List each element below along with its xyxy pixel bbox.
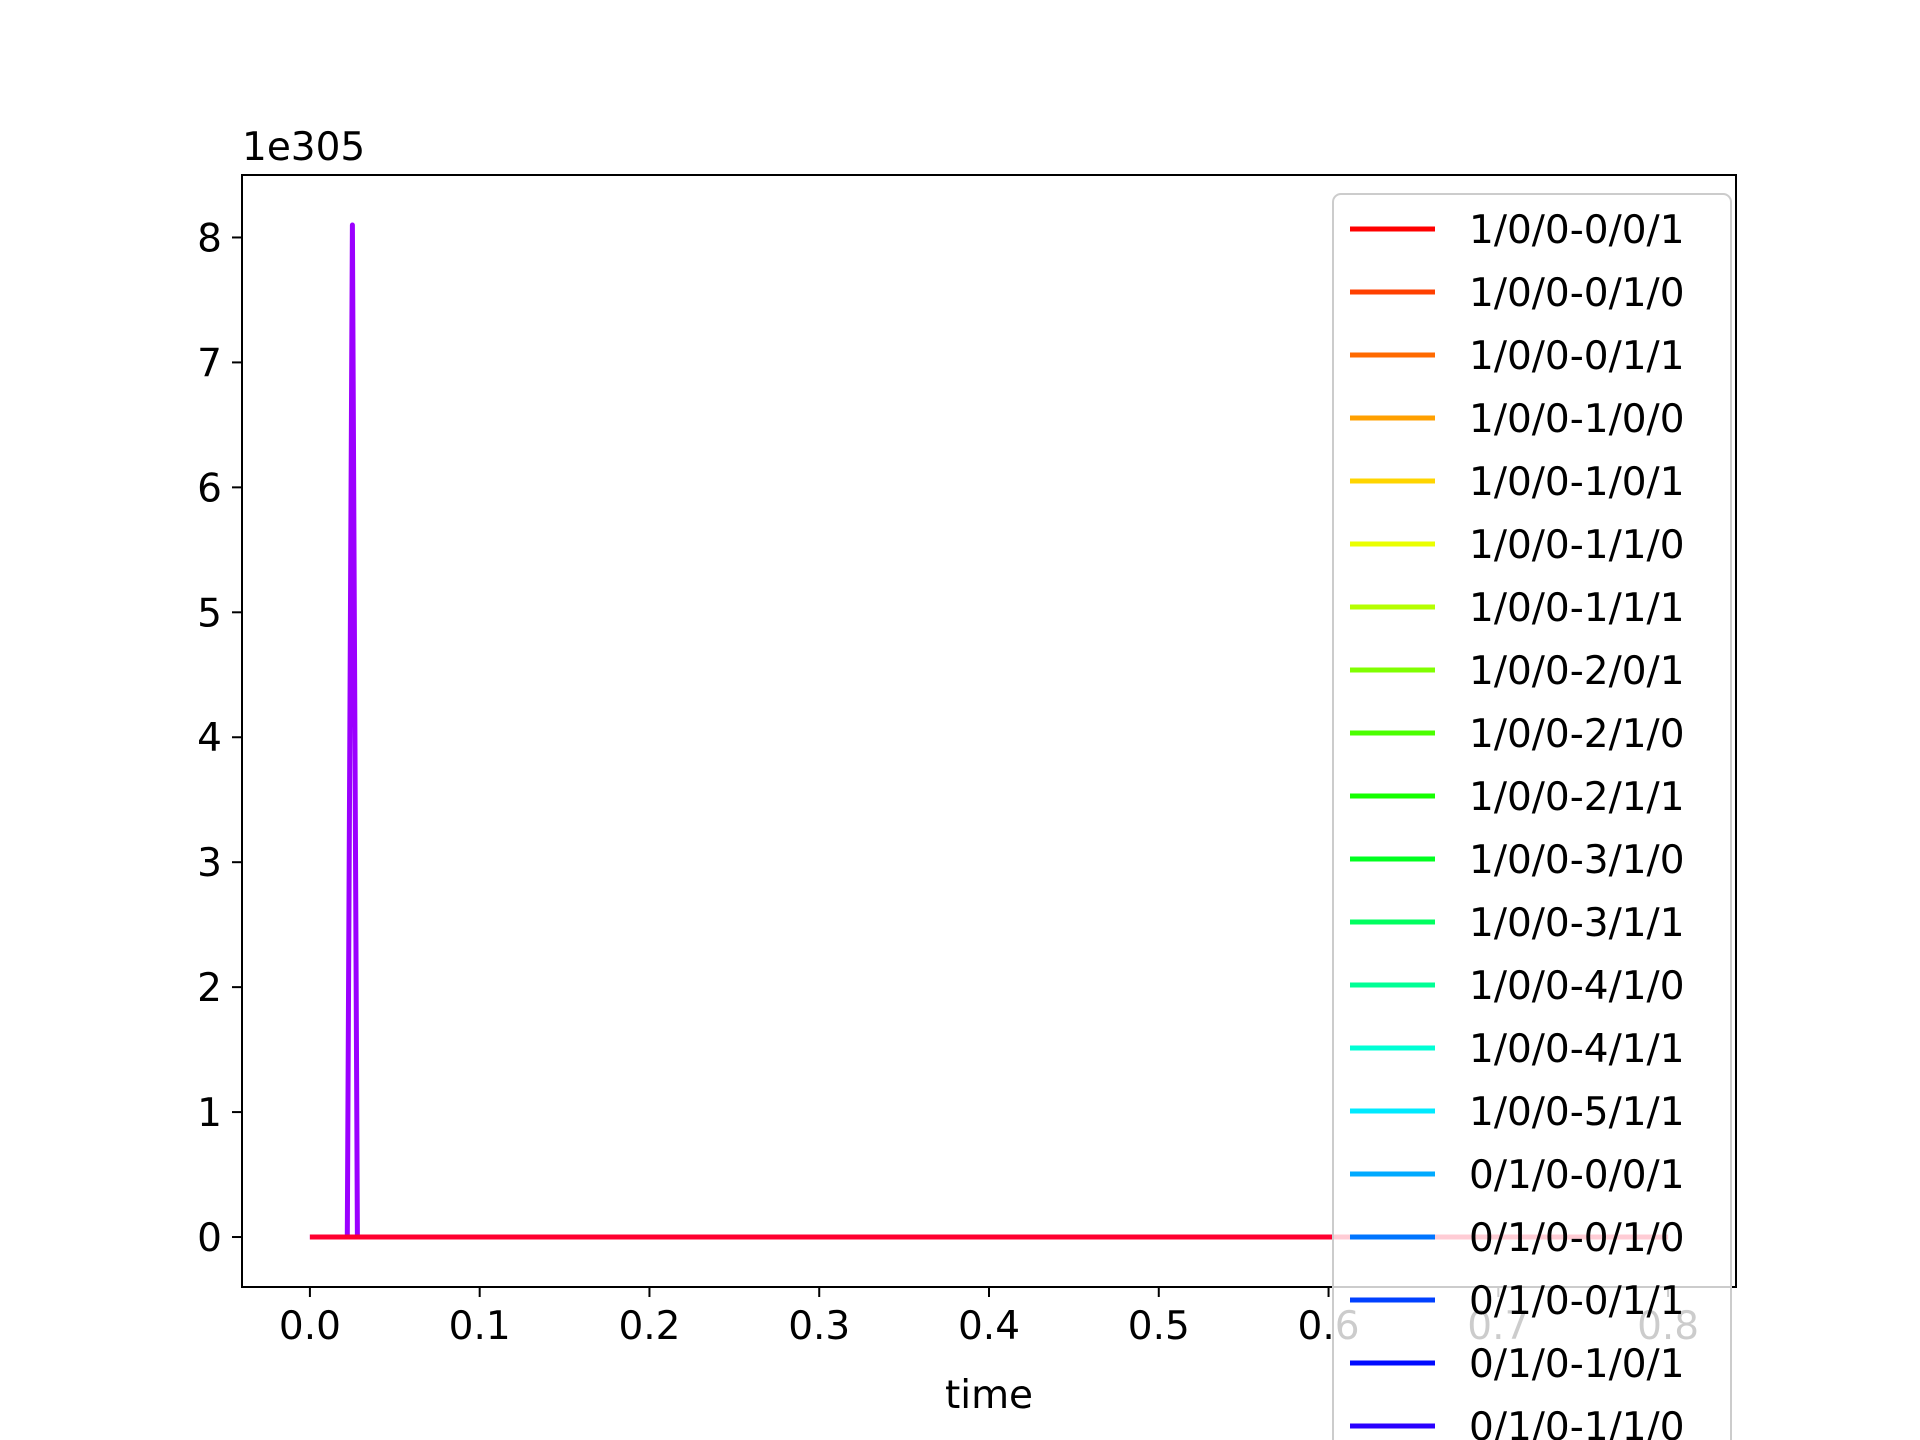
legend-label: 1/0/0-1/0/1 [1469, 460, 1685, 505]
y-tick-label: 8 [197, 216, 222, 261]
y-tick-label: 4 [197, 716, 222, 761]
legend-label: 1/0/0-2/1/1 [1469, 775, 1685, 820]
y-tick-label: 6 [197, 466, 222, 511]
legend-label: 1/0/0-2/0/1 [1469, 649, 1685, 694]
y-tick-label: 7 [197, 341, 222, 386]
x-tick-label: 0.1 [449, 1304, 511, 1349]
legend-label: 1/0/0-0/1/1 [1469, 334, 1685, 379]
y-offset-label: 1e305 [242, 125, 365, 170]
legend-label: 0/1/0-0/1/0 [1469, 1216, 1685, 1261]
legend-label: 1/0/0-3/1/1 [1469, 901, 1685, 946]
legend-box [1332, 193, 1732, 1440]
legend-label: 1/0/0-1/1/0 [1469, 523, 1685, 568]
legend-label: 1/0/0-5/1/1 [1469, 1090, 1685, 1135]
x-tick-label: 0.5 [1128, 1304, 1190, 1349]
y-tick-label: 5 [197, 591, 222, 636]
x-axis-label: time [945, 1373, 1033, 1418]
legend-label: 1/0/0-4/1/1 [1469, 1027, 1685, 1072]
x-tick-label: 0.0 [279, 1304, 341, 1349]
legend-label: 0/1/0-1/0/1 [1469, 1342, 1685, 1387]
legend-label: 0/1/0-0/0/1 [1469, 1153, 1685, 1198]
legend-label: 0/1/0-0/1/1 [1469, 1279, 1685, 1324]
y-axis: 0 1 2 3 4 5 6 7 8 [197, 216, 242, 1261]
legend-label: 1/0/0-1/1/1 [1469, 586, 1685, 631]
y-tick-label: 1 [197, 1091, 222, 1136]
y-tick-label: 3 [197, 841, 222, 886]
legend-label: 1/0/0-1/0/0 [1469, 397, 1685, 442]
legend-label: 1/0/0-3/1/0 [1469, 838, 1685, 883]
x-tick-label: 0.4 [958, 1304, 1020, 1349]
y-tick-label: 2 [197, 966, 222, 1011]
legend-label: 1/0/0-4/1/0 [1469, 964, 1685, 1009]
legend: 1/0/0-0/0/1 1/0/0-0/1/0 1/0/0-0/1/1 1/0/0-1… [1332, 193, 1732, 1440]
x-tick-label: 0.3 [788, 1304, 850, 1349]
legend-label: 1/0/0-2/1/0 [1469, 712, 1685, 757]
legend-label: 1/0/0-0/1/0 [1469, 271, 1685, 316]
legend-label: 0/1/0-1/1/0 [1469, 1405, 1685, 1440]
y-tick-label: 0 [197, 1216, 222, 1261]
x-tick-label: 0.2 [618, 1304, 680, 1349]
legend-label: 1/0/0-0/0/1 [1469, 208, 1685, 253]
